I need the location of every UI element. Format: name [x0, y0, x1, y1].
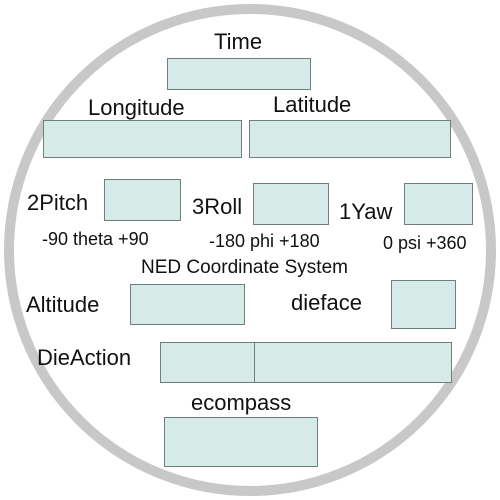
- dieaction-field[interactable]: [160, 342, 452, 383]
- coordinate-system-label: NED Coordinate System: [141, 257, 348, 278]
- roll-field[interactable]: [253, 183, 329, 225]
- ecompass-field[interactable]: [164, 417, 318, 467]
- ecompass-label: ecompass: [191, 390, 292, 415]
- dieaction-field-divider: [254, 343, 255, 382]
- latitude-field[interactable]: [249, 120, 451, 158]
- altitude-label: Altitude: [26, 292, 100, 317]
- longitude-field[interactable]: [43, 120, 242, 158]
- longitude-label: Longitude: [88, 95, 185, 120]
- dieface-label: dieface: [291, 290, 362, 315]
- pitch-range-label: -90 theta +90: [42, 229, 149, 249]
- latitude-label: Latitude: [273, 92, 352, 117]
- pitch-label: 2Pitch: [27, 190, 89, 215]
- roll-label: 3Roll: [192, 194, 243, 219]
- dieface-field[interactable]: [391, 280, 456, 329]
- pitch-field[interactable]: [104, 179, 181, 221]
- time-field[interactable]: [167, 58, 311, 90]
- roll-range-label: -180 phi +180: [209, 231, 320, 251]
- dieaction-label: DieAction: [37, 345, 132, 370]
- altitude-field[interactable]: [130, 284, 245, 325]
- yaw-label: 1Yaw: [339, 199, 393, 224]
- yaw-field[interactable]: [404, 183, 473, 225]
- yaw-range-label: 0 psi +360: [383, 233, 467, 253]
- time-label: Time: [214, 29, 263, 54]
